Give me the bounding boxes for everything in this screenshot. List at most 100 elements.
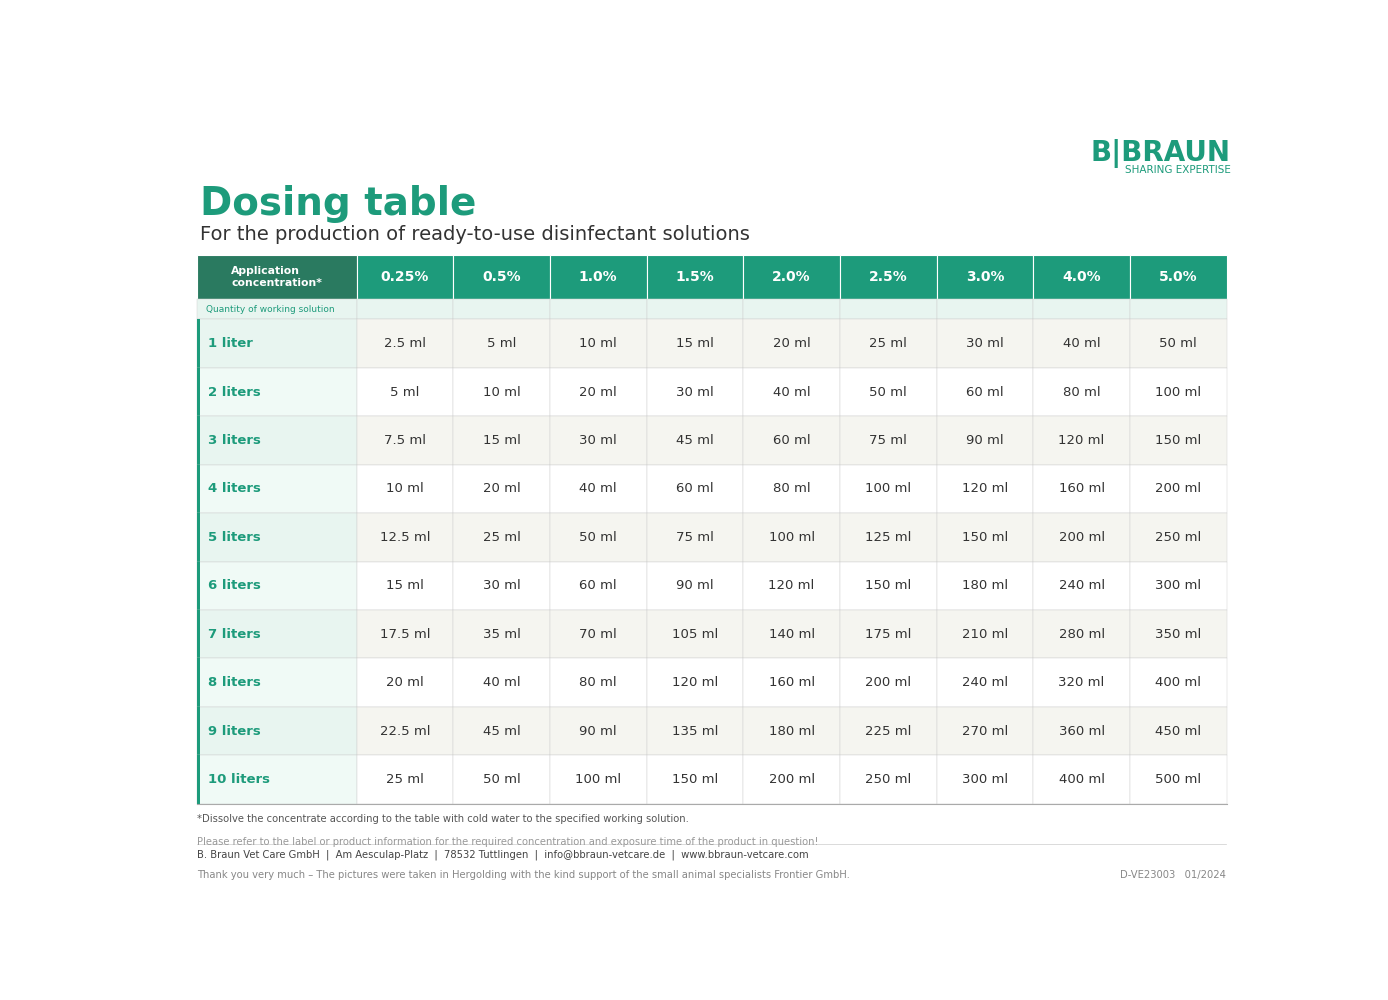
Bar (1130, 513, 1227, 562)
Bar (743, 368, 840, 416)
Bar (197, 319, 200, 368)
Bar (743, 707, 840, 755)
Text: SHARING EXPERTISE: SHARING EXPERTISE (1126, 165, 1231, 175)
Bar (647, 416, 743, 465)
Bar (1130, 658, 1227, 707)
Bar (197, 513, 200, 562)
Text: 2.5 ml: 2.5 ml (384, 337, 426, 350)
Text: Application
concentration*: Application concentration* (232, 266, 322, 288)
Bar (840, 513, 937, 562)
Bar (357, 658, 454, 707)
Bar (840, 299, 937, 319)
Bar (647, 299, 743, 319)
Text: 90 ml: 90 ml (579, 725, 618, 738)
Text: 360 ml: 360 ml (1059, 725, 1105, 738)
Text: 5 ml: 5 ml (390, 386, 419, 399)
Bar (550, 658, 647, 707)
Bar (550, 416, 647, 465)
Text: 40 ml: 40 ml (773, 386, 811, 399)
Text: 100 ml: 100 ml (575, 773, 622, 786)
Text: 500 ml: 500 ml (1155, 773, 1201, 786)
Text: 300 ml: 300 ml (1155, 579, 1201, 592)
Text: 10 ml: 10 ml (386, 482, 423, 495)
Text: 8 liters: 8 liters (208, 676, 261, 689)
Bar (197, 707, 200, 755)
Text: 4 liters: 4 liters (208, 482, 261, 495)
Bar (840, 416, 937, 465)
Text: 140 ml: 140 ml (769, 628, 815, 641)
Text: 25 ml: 25 ml (483, 531, 520, 544)
Text: 6 liters: 6 liters (208, 579, 261, 592)
Bar (454, 755, 550, 804)
Text: 180 ml: 180 ml (769, 725, 815, 738)
Bar (550, 319, 647, 368)
Text: 45 ml: 45 ml (676, 434, 713, 447)
Text: 250 ml: 250 ml (1155, 531, 1202, 544)
Text: 35 ml: 35 ml (483, 628, 520, 641)
Text: 175 ml: 175 ml (865, 628, 912, 641)
Text: 100 ml: 100 ml (1155, 386, 1201, 399)
Bar (357, 416, 454, 465)
Bar (454, 299, 550, 319)
Bar (454, 368, 550, 416)
Text: 150 ml: 150 ml (962, 531, 1008, 544)
Bar (357, 707, 454, 755)
Bar (197, 416, 357, 465)
Bar (550, 368, 647, 416)
Text: 0.5%: 0.5% (482, 270, 520, 284)
Bar (1033, 319, 1130, 368)
Text: 250 ml: 250 ml (865, 773, 912, 786)
Bar (1130, 319, 1227, 368)
Bar (1130, 465, 1227, 513)
Text: 50 ml: 50 ml (483, 773, 520, 786)
Bar (454, 658, 550, 707)
Text: B|BRAUN: B|BRAUN (1091, 139, 1231, 168)
Text: 225 ml: 225 ml (865, 725, 912, 738)
Bar (840, 465, 937, 513)
Text: 2 liters: 2 liters (208, 386, 261, 399)
Bar (454, 562, 550, 610)
Text: 20 ml: 20 ml (579, 386, 618, 399)
Text: 20 ml: 20 ml (483, 482, 520, 495)
Bar (197, 299, 357, 319)
Bar (357, 610, 454, 658)
Text: 30 ml: 30 ml (579, 434, 618, 447)
Text: 120 ml: 120 ml (962, 482, 1008, 495)
Bar (647, 255, 743, 299)
Text: 4.0%: 4.0% (1062, 270, 1101, 284)
Bar (197, 319, 357, 368)
Text: 135 ml: 135 ml (672, 725, 718, 738)
Bar (1033, 255, 1130, 299)
Bar (550, 513, 647, 562)
Bar (197, 707, 357, 755)
Bar (937, 319, 1033, 368)
Bar (357, 562, 454, 610)
Bar (840, 319, 937, 368)
Text: 300 ml: 300 ml (962, 773, 1008, 786)
Text: 270 ml: 270 ml (962, 725, 1008, 738)
Bar (550, 562, 647, 610)
Bar (1130, 707, 1227, 755)
Bar (357, 755, 454, 804)
Text: 20 ml: 20 ml (386, 676, 423, 689)
Bar (550, 610, 647, 658)
Bar (454, 319, 550, 368)
Text: 40 ml: 40 ml (1063, 337, 1101, 350)
Bar (937, 658, 1033, 707)
Text: Thank you very much – The pictures were taken in Hergolding with the kind suppor: Thank you very much – The pictures were … (197, 870, 849, 880)
Bar (197, 610, 200, 658)
Bar (357, 513, 454, 562)
Text: 7.5 ml: 7.5 ml (384, 434, 426, 447)
Text: 15 ml: 15 ml (386, 579, 423, 592)
Text: 160 ml: 160 ml (769, 676, 815, 689)
Text: 3 liters: 3 liters (208, 434, 261, 447)
Text: 80 ml: 80 ml (579, 676, 618, 689)
Bar (357, 299, 454, 319)
Bar (937, 513, 1033, 562)
Text: Dosing table: Dosing table (200, 185, 476, 223)
Text: 200 ml: 200 ml (769, 773, 815, 786)
Text: 400 ml: 400 ml (1155, 676, 1201, 689)
Bar (1130, 255, 1227, 299)
Text: 7 liters: 7 liters (208, 628, 261, 641)
Bar (1033, 658, 1130, 707)
